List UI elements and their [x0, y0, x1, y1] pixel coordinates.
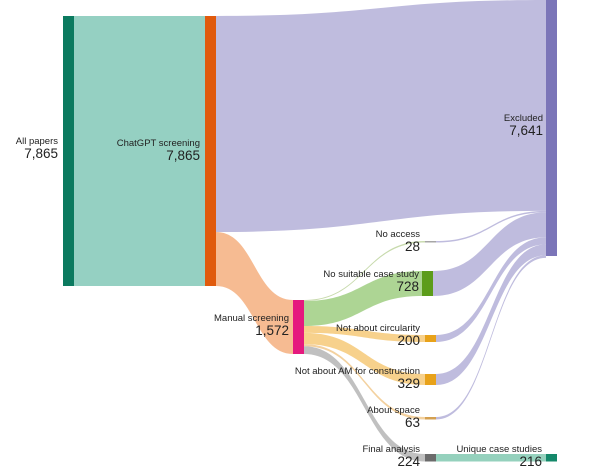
node-excluded [546, 0, 557, 256]
flow-chatgpt-to-manual [216, 232, 293, 354]
no-suitable-case-study-count: 728 [396, 278, 419, 294]
label-chatgpt-screening: ChatGPT screening 7,865 [117, 139, 200, 163]
label-no-access: No access 28 [376, 230, 420, 254]
label-not-about-circularity: Not about circularity 200 [336, 324, 420, 348]
manual-screening-name: Manual screening [214, 313, 289, 324]
node-no-case [422, 271, 433, 296]
label-not-about-am-for-construction: Not about AM for construction 329 [295, 367, 420, 391]
chatgpt-screening-name: ChatGPT screening [116, 138, 200, 149]
label-excluded: Excluded 7,641 [504, 114, 543, 138]
flow-not_am-to-excluded [436, 244, 546, 385]
label-all-papers: All papers 7,865 [16, 137, 58, 161]
about-space-count: 63 [404, 414, 420, 430]
flow-no_access-to-excluded [436, 210, 546, 243]
final-analysis-name: Final analysis [362, 444, 420, 455]
label-about-space: About space 63 [367, 406, 420, 430]
label-no-suitable-case-study: No suitable case study 728 [323, 270, 419, 294]
flow-manual-to-final [304, 346, 425, 462]
node-unique [546, 454, 557, 462]
node-space [425, 417, 436, 420]
label-unique-case-studies: Unique case studies 216 [456, 445, 542, 469]
no-suitable-case-study-name: No suitable case study [323, 269, 419, 280]
flow-no_case-to-excluded [433, 212, 546, 296]
flow-manual-to-not_circ [304, 325, 425, 342]
flow-all-to-chatgpt [74, 16, 205, 286]
unique-case-studies-count: 216 [519, 453, 542, 469]
not-about-circularity-count: 200 [397, 332, 420, 348]
excluded-count: 7,641 [509, 122, 543, 138]
flow-manual-to-no_access [304, 241, 425, 301]
about-space-name: About space [367, 405, 420, 416]
flow-chatgpt-to-excluded [216, 0, 546, 233]
no-access-count: 28 [404, 238, 420, 254]
not-about-circularity-name: Not about circularity [336, 323, 420, 334]
all-papers-name: All papers [15, 136, 58, 147]
flow-space-to-excluded [436, 255, 546, 420]
all-papers-count: 7,865 [24, 145, 58, 161]
node-no-access [425, 241, 436, 243]
node-final [425, 454, 436, 462]
node-not-am [425, 374, 436, 385]
flow-manual-to-space [304, 344, 425, 420]
node-manual [293, 300, 304, 354]
node-all [63, 16, 74, 286]
flow-manual-to-no_case [304, 271, 422, 326]
not-about-am-for-construction-count: 329 [397, 375, 420, 391]
no-access-name: No access [375, 229, 420, 240]
label-manual-screening: Manual screening 1,572 [214, 314, 289, 338]
excluded-name: Excluded [503, 113, 543, 124]
flow-final-to-unique [436, 454, 546, 462]
flow-not_circ-to-excluded [436, 237, 546, 342]
chatgpt-screening-count: 7,865 [166, 147, 200, 163]
label-final-analysis: Final analysis 224 [362, 445, 420, 469]
final-analysis-count: 224 [397, 453, 420, 469]
flow-manual-to-not_am [304, 332, 425, 385]
manual-screening-count: 1,572 [255, 322, 289, 338]
unique-case-studies-name: Unique case studies [456, 444, 542, 455]
node-chatgpt [205, 16, 216, 286]
not-about-am-for-construction-name: Not about AM for construction [294, 366, 420, 377]
node-not-circ [425, 335, 436, 342]
